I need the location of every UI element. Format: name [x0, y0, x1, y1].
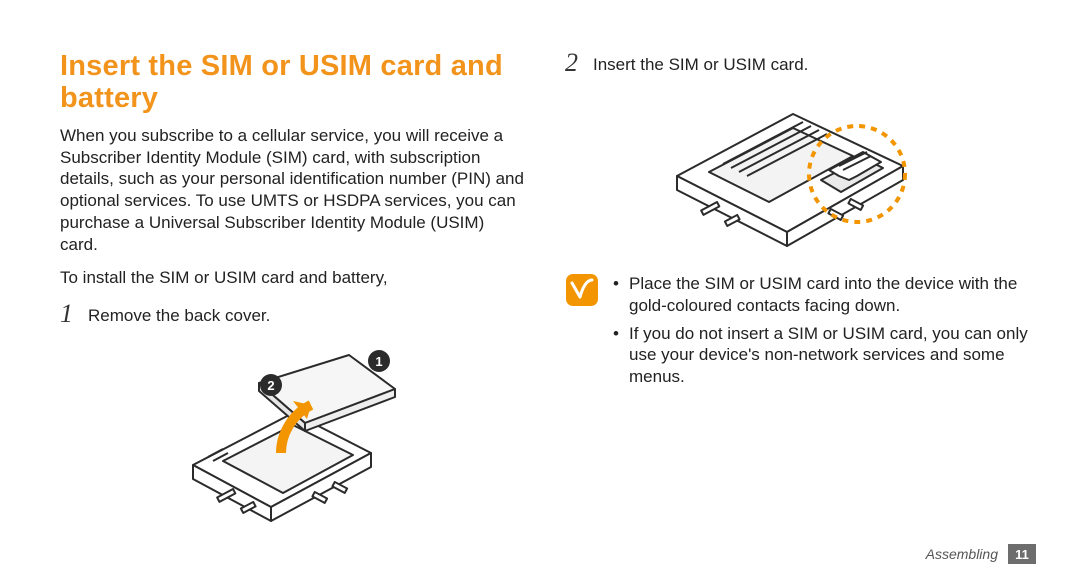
- step-2: 2 Insert the SIM or USIM card.: [565, 50, 1030, 76]
- lead-paragraph: To install the SIM or USIM card and batt…: [60, 267, 525, 289]
- section-title: Insert the SIM or USIM card and battery: [60, 50, 525, 115]
- step-1: 1 Remove the back cover.: [60, 301, 525, 327]
- intro-paragraph: When you subscribe to a cellular service…: [60, 125, 525, 256]
- insert-sim-illustration: [653, 84, 943, 254]
- note-body: Place the SIM or USIM card into the devi…: [613, 273, 1030, 394]
- footer-chapter: Assembling: [926, 546, 998, 562]
- note-icon: [565, 273, 599, 307]
- remove-cover-illustration: 1 2: [163, 335, 423, 535]
- callout-1-icon: 1: [368, 350, 390, 372]
- step-1-text: Remove the back cover.: [88, 301, 270, 327]
- svg-text:1: 1: [375, 354, 382, 369]
- figure-1-remove-cover: 1 2: [60, 335, 525, 540]
- left-column: Insert the SIM or USIM card and battery …: [60, 50, 545, 566]
- figure-2-insert-sim: [565, 84, 1030, 259]
- step-2-text: Insert the SIM or USIM card.: [593, 50, 808, 76]
- step-1-number: 1: [60, 301, 88, 327]
- page-footer: Assembling 11: [926, 544, 1036, 564]
- note-block: Place the SIM or USIM card into the devi…: [565, 273, 1030, 394]
- note-bullet-2: If you do not insert a SIM or USIM card,…: [613, 323, 1030, 388]
- right-column: 2 Insert the SIM or USIM card.: [545, 50, 1030, 566]
- callout-2-icon: 2: [260, 374, 282, 396]
- svg-text:2: 2: [267, 378, 274, 393]
- step-2-number: 2: [565, 50, 593, 76]
- footer-page-number: 11: [1008, 544, 1036, 564]
- manual-page: Insert the SIM or USIM card and battery …: [0, 0, 1080, 586]
- note-bullet-1: Place the SIM or USIM card into the devi…: [613, 273, 1030, 317]
